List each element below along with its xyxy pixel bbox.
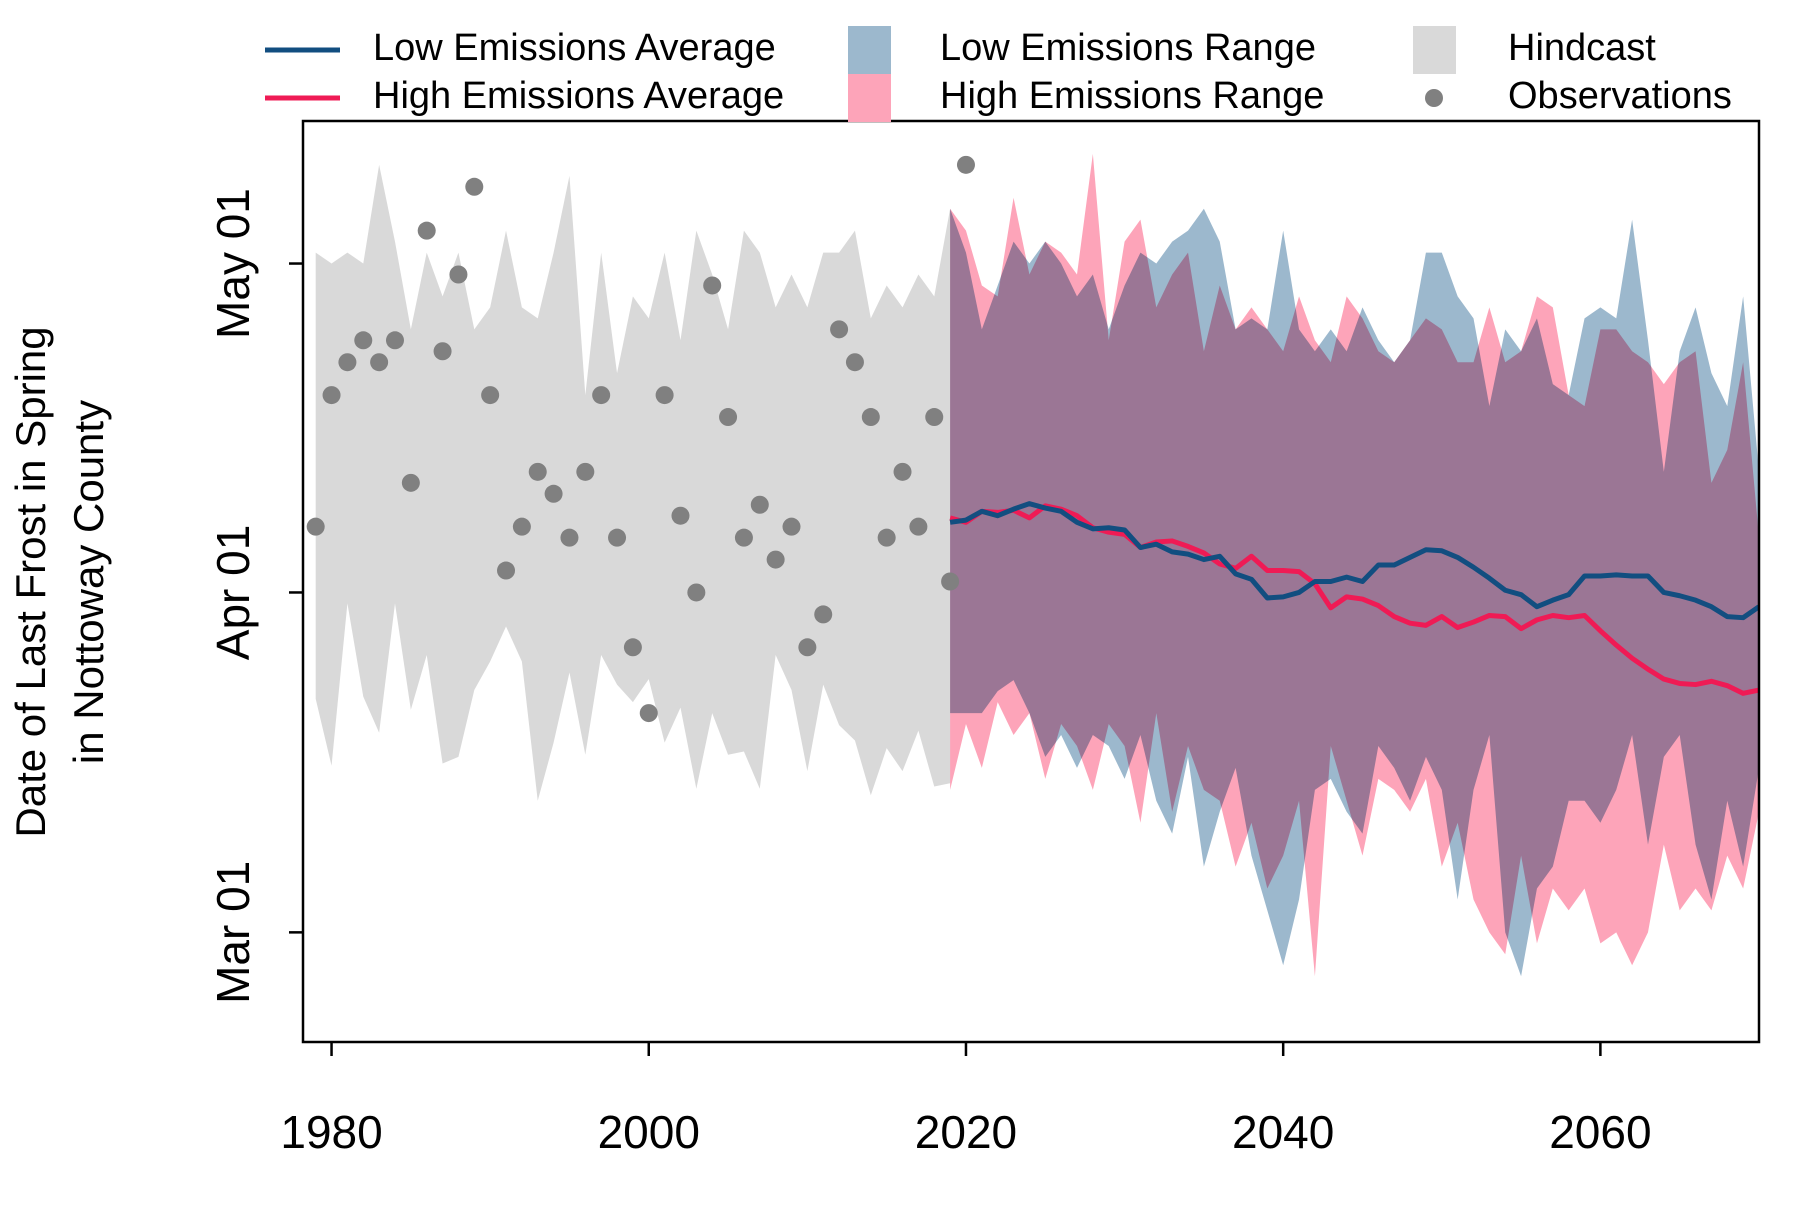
legend-swatch bbox=[1413, 26, 1456, 74]
observation-point bbox=[608, 528, 627, 547]
observation-point bbox=[385, 331, 404, 350]
y-axis-label: in Nottoway County bbox=[65, 400, 112, 764]
observation-point bbox=[703, 276, 722, 295]
legend-label: Low Emissions Average bbox=[373, 27, 776, 69]
average-line bbox=[949, 503, 1759, 696]
legend-label: Hindcast bbox=[1508, 27, 1656, 69]
observation-point bbox=[370, 353, 389, 372]
legend-label: Low Emissions Range bbox=[940, 27, 1316, 69]
observation-point bbox=[354, 331, 373, 350]
observation-point bbox=[481, 386, 500, 405]
observation-point bbox=[401, 473, 420, 492]
observation-point bbox=[338, 353, 357, 372]
y-axis-label: Date of Last Frost in Spring bbox=[7, 326, 54, 837]
observation-point bbox=[449, 265, 468, 284]
observation-point bbox=[925, 408, 944, 427]
observation-point bbox=[798, 638, 817, 657]
observation-point bbox=[909, 517, 928, 536]
observation-point bbox=[671, 506, 690, 525]
observation-point bbox=[830, 320, 849, 339]
observation-point bbox=[766, 550, 785, 569]
y-tick-label: Mar 01 bbox=[207, 861, 259, 1004]
observation-point bbox=[544, 484, 563, 503]
observation-point bbox=[576, 462, 595, 481]
x-tick-label: 2000 bbox=[598, 1106, 700, 1158]
observation-point bbox=[782, 517, 801, 536]
observation-point bbox=[877, 528, 896, 547]
observation-point bbox=[512, 517, 531, 536]
observation-point bbox=[465, 177, 484, 196]
observation-point bbox=[639, 704, 658, 723]
x-tick-label: 2020 bbox=[915, 1106, 1017, 1158]
observation-point bbox=[623, 638, 642, 657]
observation-point bbox=[845, 353, 864, 372]
observation-point bbox=[433, 342, 452, 361]
x-tick-label: 2060 bbox=[1549, 1106, 1651, 1158]
observation-point bbox=[528, 462, 547, 481]
legend-swatch bbox=[1425, 89, 1443, 107]
legend-swatch bbox=[848, 74, 891, 122]
average-line bbox=[949, 501, 1759, 621]
observation-point bbox=[814, 605, 833, 624]
observation-point bbox=[734, 528, 753, 547]
observation-point bbox=[592, 386, 611, 405]
observation-point bbox=[560, 528, 579, 547]
legend-label: High Emissions Average bbox=[373, 75, 784, 117]
y-tick-label: Apr 01 bbox=[207, 525, 259, 661]
observation-point bbox=[861, 408, 880, 427]
plot-frame bbox=[301, 119, 1761, 1044]
legend-label: Observations bbox=[1508, 75, 1732, 117]
range-band bbox=[950, 208, 1759, 977]
observation-point bbox=[497, 561, 516, 580]
observation-point bbox=[719, 408, 738, 427]
y-tick-label: May 01 bbox=[207, 188, 259, 339]
legend-swatch bbox=[848, 26, 891, 74]
x-tick-label: 2040 bbox=[1232, 1106, 1334, 1158]
plot-area bbox=[315, 153, 1759, 977]
observation-point bbox=[956, 155, 975, 174]
observation-point bbox=[306, 517, 325, 536]
observation-point bbox=[687, 583, 706, 602]
observation-point bbox=[655, 386, 674, 405]
observation-point bbox=[941, 572, 960, 591]
observation-point bbox=[750, 495, 769, 514]
observation-point bbox=[893, 462, 912, 481]
observation-point bbox=[417, 221, 436, 240]
range-band bbox=[315, 164, 951, 801]
legend-label: High Emissions Range bbox=[940, 75, 1324, 117]
observation-point bbox=[322, 386, 341, 405]
x-tick-label: 1980 bbox=[280, 1106, 382, 1158]
